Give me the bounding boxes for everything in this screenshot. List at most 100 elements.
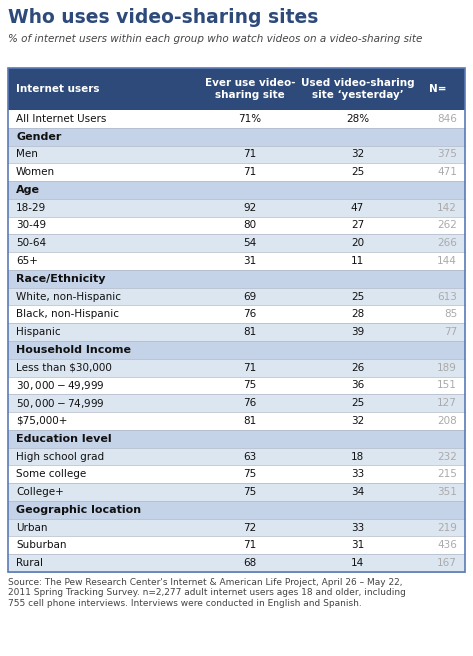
- Text: 32: 32: [351, 416, 364, 426]
- Bar: [8, 288, 465, 306]
- Text: 189: 189: [437, 363, 457, 373]
- Text: 65+: 65+: [16, 256, 38, 266]
- Text: 20: 20: [351, 238, 364, 248]
- Text: Geographic location: Geographic location: [16, 505, 141, 515]
- Bar: [8, 377, 465, 394]
- Text: Education level: Education level: [16, 434, 112, 443]
- Bar: [8, 554, 465, 572]
- Text: 68: 68: [244, 558, 257, 568]
- Bar: [8, 519, 465, 537]
- Text: 208: 208: [437, 416, 457, 426]
- Text: $75,000+: $75,000+: [16, 416, 67, 426]
- Bar: [8, 394, 465, 412]
- Text: 25: 25: [351, 398, 364, 408]
- Text: Hispanic: Hispanic: [16, 327, 61, 337]
- Text: 32: 32: [351, 150, 364, 159]
- Bar: [8, 270, 465, 288]
- Text: All Internet Users: All Internet Users: [16, 114, 106, 124]
- Text: Rural: Rural: [16, 558, 43, 568]
- Bar: [8, 483, 465, 501]
- Text: 75: 75: [244, 487, 257, 497]
- Text: 71: 71: [244, 541, 257, 550]
- Text: 75: 75: [244, 469, 257, 480]
- Text: 14: 14: [351, 558, 364, 568]
- Bar: [8, 128, 465, 146]
- Text: % of internet users within each group who watch videos on a video-sharing site: % of internet users within each group wh…: [8, 34, 422, 44]
- Text: 25: 25: [351, 291, 364, 302]
- Text: 54: 54: [244, 238, 257, 248]
- Text: Black, non-Hispanic: Black, non-Hispanic: [16, 310, 119, 319]
- Text: 77: 77: [444, 327, 457, 337]
- Bar: [8, 68, 465, 110]
- Text: 151: 151: [437, 380, 457, 390]
- Bar: [8, 412, 465, 430]
- Text: 69: 69: [244, 291, 257, 302]
- Text: 50-64: 50-64: [16, 238, 46, 248]
- Text: 28%: 28%: [346, 114, 369, 124]
- Text: 375: 375: [437, 150, 457, 159]
- Bar: [8, 341, 465, 359]
- Text: 351: 351: [437, 487, 457, 497]
- Text: 76: 76: [244, 398, 257, 408]
- Text: 215: 215: [437, 469, 457, 480]
- Text: $50,000-$74,999: $50,000-$74,999: [16, 397, 105, 410]
- Bar: [8, 146, 465, 163]
- Bar: [8, 234, 465, 252]
- Text: 85: 85: [444, 310, 457, 319]
- Bar: [8, 110, 465, 128]
- Text: 18: 18: [351, 451, 364, 462]
- Text: Ever use video-
sharing site: Ever use video- sharing site: [205, 78, 295, 100]
- Text: 81: 81: [244, 327, 257, 337]
- Text: 471: 471: [437, 167, 457, 177]
- Bar: [8, 163, 465, 181]
- Text: 36: 36: [351, 380, 364, 390]
- Text: 25: 25: [351, 167, 364, 177]
- Text: Gender: Gender: [16, 132, 61, 142]
- Text: $30,000-$49,999: $30,000-$49,999: [16, 379, 105, 392]
- Text: College+: College+: [16, 487, 64, 497]
- Text: 71%: 71%: [238, 114, 262, 124]
- Text: 75: 75: [244, 380, 257, 390]
- Text: Used video-sharing
site ‘yesterday’: Used video-sharing site ‘yesterday’: [301, 78, 414, 100]
- Text: 11: 11: [351, 256, 364, 266]
- Text: Suburban: Suburban: [16, 541, 67, 550]
- Text: N=: N=: [429, 84, 446, 94]
- Text: Men: Men: [16, 150, 38, 159]
- Text: White, non-Hispanic: White, non-Hispanic: [16, 291, 121, 302]
- Text: 92: 92: [244, 203, 257, 213]
- Text: 144: 144: [437, 256, 457, 266]
- Text: High school grad: High school grad: [16, 451, 104, 462]
- Text: Who uses video-sharing sites: Who uses video-sharing sites: [8, 8, 318, 27]
- Text: 26: 26: [351, 363, 364, 373]
- Bar: [8, 68, 465, 572]
- Bar: [8, 447, 465, 465]
- Bar: [8, 430, 465, 447]
- Text: 142: 142: [437, 203, 457, 213]
- Bar: [8, 537, 465, 554]
- Bar: [8, 252, 465, 270]
- Text: 31: 31: [244, 256, 257, 266]
- Text: 71: 71: [244, 363, 257, 373]
- Text: 33: 33: [351, 469, 364, 480]
- Text: 262: 262: [437, 220, 457, 230]
- Text: Source: The Pew Research Center's Internet & American Life Project, April 26 – M: Source: The Pew Research Center's Intern…: [8, 578, 406, 608]
- Text: 436: 436: [437, 541, 457, 550]
- Text: 71: 71: [244, 150, 257, 159]
- Text: 63: 63: [244, 451, 257, 462]
- Text: 76: 76: [244, 310, 257, 319]
- Text: 33: 33: [351, 523, 364, 533]
- Text: 71: 71: [244, 167, 257, 177]
- Text: Age: Age: [16, 185, 40, 195]
- Text: 80: 80: [244, 220, 256, 230]
- Bar: [8, 465, 465, 483]
- Text: 27: 27: [351, 220, 364, 230]
- Text: Less than $30,000: Less than $30,000: [16, 363, 112, 373]
- Text: Urban: Urban: [16, 523, 47, 533]
- Text: 266: 266: [437, 238, 457, 248]
- Text: 39: 39: [351, 327, 364, 337]
- Text: Women: Women: [16, 167, 55, 177]
- Text: 72: 72: [244, 523, 257, 533]
- Text: 127: 127: [437, 398, 457, 408]
- Text: 613: 613: [437, 291, 457, 302]
- Bar: [8, 501, 465, 519]
